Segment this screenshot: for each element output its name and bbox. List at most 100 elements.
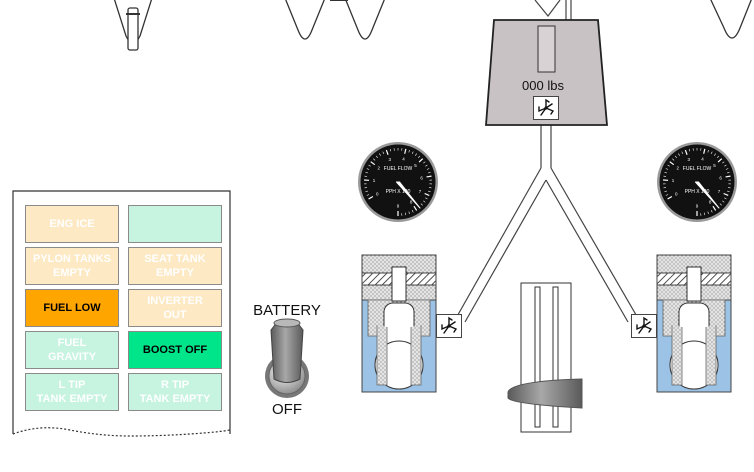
- top-nozzle-left: [113, 0, 153, 51]
- gauge-tick: [684, 149, 688, 155]
- gauge-tick: [707, 211, 709, 215]
- gauge-tick: [717, 158, 723, 163]
- gauge-tick: [722, 161, 725, 164]
- gauge-tick: [404, 212, 407, 216]
- gauge-tick: [423, 200, 426, 203]
- annunciator-blank[interactable]: [128, 205, 222, 243]
- gauge-tick: [722, 200, 725, 203]
- gauge-tick: [418, 158, 424, 163]
- gauge-tick: [665, 194, 669, 196]
- gauge-tick-label: 8: [410, 200, 413, 205]
- gauge-tick: [408, 211, 410, 215]
- gauge-tick: [373, 158, 376, 161]
- gauge-tick-label: 0: [675, 192, 678, 197]
- tank-quantity: 000 lbs: [522, 78, 564, 93]
- gauge-tick-label: 6: [719, 175, 722, 180]
- gauge-tick: [426, 168, 430, 170]
- annunciator-eng-ice[interactable]: ENG ICE: [25, 205, 119, 243]
- annunciator-r-tip-tank-empty[interactable]: R TIP TANK EMPTY: [128, 373, 222, 411]
- gauge-tick: [368, 164, 371, 167]
- gauge-tick: [724, 197, 727, 200]
- gauge-tick-label: 4: [701, 156, 704, 161]
- gauge-tick-label: 5: [414, 163, 417, 168]
- battery-toggle-switch-icon[interactable]: [265, 318, 309, 398]
- fuel-flow-gauge-left: 0 1 2 3 4 5 6 7 8 9 FUEL FLOW PPH X 100: [358, 142, 438, 222]
- gauge-tick-label: 2: [377, 165, 380, 170]
- gauge-tick: [725, 168, 729, 170]
- gauge-tick: [375, 155, 378, 159]
- throttle-lever[interactable]: [507, 282, 583, 433]
- gauge-tick: [707, 149, 709, 153]
- battery-label: BATTERY: [253, 302, 321, 319]
- gauge-tick: [727, 171, 730, 174]
- gauge-tick: [428, 190, 431, 193]
- gauge-tick-label: 7: [419, 189, 422, 194]
- right-pump-fan-icon[interactable]: [631, 314, 657, 338]
- annunciator-pylon-tanks-empty[interactable]: PYLON TANKS EMPTY: [25, 247, 119, 285]
- gauge-tick-label: 7: [718, 189, 721, 194]
- left-pump-fan-icon[interactable]: [436, 314, 462, 338]
- top-fin-right: [710, 0, 752, 39]
- gauge-tick-label: 3: [389, 157, 392, 162]
- gauge-tick: [719, 203, 722, 206]
- gauge-right-needle: [694, 181, 720, 209]
- gauge-tick: [714, 153, 716, 156]
- gauge-tick: [710, 210, 713, 213]
- fuel-lines: [454, 0, 640, 323]
- gauge-tick: [408, 149, 410, 153]
- gauge-tick: [667, 195, 673, 200]
- gauge-tick: [703, 148, 706, 154]
- annunciator-seat-tank-empty[interactable]: SEAT TANK EMPTY: [128, 247, 222, 285]
- gauge-tick: [366, 194, 370, 196]
- gauge-tick: [420, 203, 423, 206]
- gauge-tick: [723, 192, 729, 197]
- gauge-tick: [712, 205, 717, 211]
- fuel-pump-right-icon: [656, 254, 732, 393]
- annunciator-fuel-low[interactable]: FUEL LOW: [25, 289, 119, 327]
- gauge-tick: [678, 153, 680, 156]
- battery-state-label: OFF: [272, 401, 302, 418]
- gauge-tick: [423, 161, 426, 164]
- gauge-tick: [365, 171, 368, 174]
- gauge-right-units: PPH X 100: [685, 189, 710, 195]
- annunciator-fuel-gravity[interactable]: FUEL GRAVITY: [25, 331, 119, 369]
- gauge-tick: [688, 148, 691, 152]
- tank-sight-gauge: [537, 25, 556, 73]
- annunciator-l-tip-tank-empty[interactable]: L TIP TANK EMPTY: [25, 373, 119, 411]
- annunciator-inverter-out[interactable]: INVERTER OUT: [128, 289, 222, 327]
- gauge-tick: [424, 192, 430, 197]
- gauge-tick: [415, 153, 417, 156]
- gauge-tick-label: 9: [397, 204, 400, 209]
- gauge-left-units: PPH X 100: [386, 189, 411, 195]
- gauge-tick: [664, 190, 667, 193]
- gauge-left-title: FUEL FLOW: [384, 166, 413, 172]
- gauge-tick-label: 1: [672, 178, 675, 183]
- fuel-pump-left-icon: [361, 254, 437, 393]
- gauge-tick: [665, 168, 669, 170]
- gauge-tick: [366, 168, 370, 170]
- gauge-tick: [710, 151, 713, 154]
- gauge-right-title: FUEL FLOW: [683, 166, 712, 172]
- gauge-tick: [672, 158, 675, 161]
- gauge-tick: [379, 153, 381, 156]
- gauge-tick: [426, 175, 432, 178]
- top-fin-pair: [285, 0, 385, 40]
- gauge-tick: [725, 175, 731, 178]
- gauge-tick: [382, 151, 385, 154]
- annunciator-boost-off[interactable]: BOOST OFF: [128, 331, 222, 369]
- gauge-left-needle: [395, 181, 421, 209]
- gauge-tick: [727, 190, 730, 193]
- gauge-tick-label: 1: [373, 178, 376, 183]
- gauge-tick: [667, 164, 670, 167]
- gauge-tick-label: 3: [688, 157, 691, 162]
- tank-boost-fan-icon[interactable]: [533, 96, 559, 120]
- gauge-tick: [669, 161, 675, 166]
- gauge-tick: [425, 164, 428, 167]
- gauge-tick: [724, 164, 727, 167]
- gauge-tick: [681, 151, 684, 154]
- gauge-tick: [411, 151, 414, 154]
- gauge-tick-label: 9: [696, 204, 699, 209]
- gauge-tick: [389, 148, 392, 152]
- gauge-tick: [703, 212, 706, 216]
- gauge-tick-label: 6: [420, 175, 423, 180]
